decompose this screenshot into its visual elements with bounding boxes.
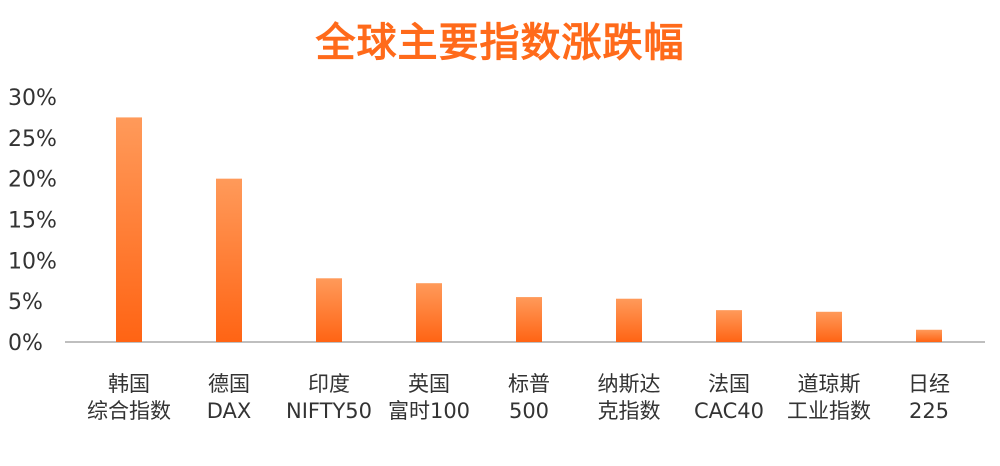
bar — [716, 310, 742, 342]
x-category-label: CAC40 — [694, 399, 764, 423]
x-category-label: 印度 — [308, 372, 350, 396]
y-axis: 0% 5% 10% 15% 20% 25% 30% — [8, 86, 57, 356]
bar — [416, 283, 442, 342]
x-category-label: 500 — [509, 399, 549, 423]
y-tick-label: 0% — [8, 331, 43, 356]
x-category-label: 韩国 — [108, 372, 150, 396]
x-category-label: NIFTY50 — [286, 399, 372, 423]
y-tick-label: 25% — [8, 127, 57, 152]
x-category-label: 道琼斯 — [798, 372, 861, 396]
y-tick-label: 30% — [8, 86, 57, 111]
y-tick-label: 10% — [8, 249, 57, 274]
bar — [616, 298, 642, 342]
x-category-label: 工业指数 — [787, 399, 871, 423]
bar — [816, 311, 842, 342]
bar — [116, 117, 142, 343]
bar — [316, 278, 342, 342]
y-tick-label: 15% — [8, 209, 57, 234]
y-tick-label: 5% — [8, 290, 43, 315]
x-category-label: 标普 — [508, 372, 550, 396]
y-tick-label: 20% — [8, 168, 57, 193]
x-category-label: DAX — [207, 399, 252, 423]
x-category-label: 富时100 — [388, 399, 470, 423]
x-category-label: 克指数 — [598, 399, 661, 423]
bars-group — [116, 117, 942, 343]
bar — [216, 178, 242, 342]
x-category-label: 法国 — [708, 372, 750, 396]
bar — [516, 297, 542, 342]
x-category-label: 综合指数 — [87, 399, 171, 423]
x-category-label: 德国 — [208, 372, 250, 396]
bar — [916, 329, 942, 342]
x-category-label: 纳斯达 — [598, 372, 661, 396]
chart-title: 全球主要指数涨跌幅 — [315, 20, 685, 66]
x-category-label: 225 — [909, 399, 949, 423]
x-category-label: 英国 — [408, 372, 450, 396]
x-category-label: 日经 — [908, 372, 950, 396]
